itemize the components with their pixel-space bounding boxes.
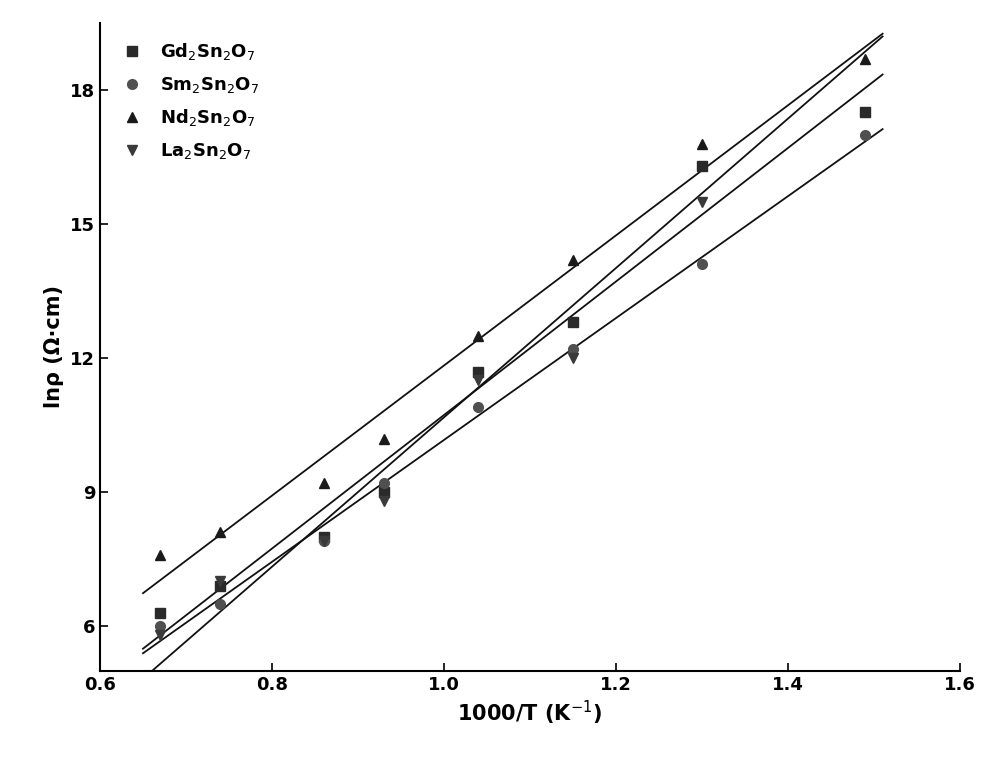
Sm$_2$Sn$_2$O$_7$ <box>378 479 390 488</box>
La$_2$Sn$_2$O$_7$ <box>318 537 330 546</box>
Gd$_2$Sn$_2$O$_7$ <box>696 161 708 170</box>
Nd$_2$Sn$_2$O$_7$ <box>214 527 226 537</box>
Gd$_2$Sn$_2$O$_7$ <box>859 108 871 117</box>
La$_2$Sn$_2$O$_7$ <box>154 631 166 640</box>
Nd$_2$Sn$_2$O$_7$ <box>859 54 871 63</box>
Sm$_2$Sn$_2$O$_7$ <box>859 130 871 140</box>
Y-axis label: lnρ (Ω·cm): lnρ (Ω·cm) <box>44 285 64 409</box>
Nd$_2$Sn$_2$O$_7$ <box>318 479 330 488</box>
La$_2$Sn$_2$O$_7$ <box>696 197 708 207</box>
Nd$_2$Sn$_2$O$_7$ <box>696 139 708 148</box>
Gd$_2$Sn$_2$O$_7$ <box>378 487 390 497</box>
Sm$_2$Sn$_2$O$_7$ <box>154 621 166 631</box>
La$_2$Sn$_2$O$_7$ <box>378 497 390 506</box>
Sm$_2$Sn$_2$O$_7$ <box>472 402 484 412</box>
Gd$_2$Sn$_2$O$_7$ <box>472 367 484 376</box>
Sm$_2$Sn$_2$O$_7$ <box>214 599 226 608</box>
Nd$_2$Sn$_2$O$_7$ <box>567 255 579 264</box>
Line: Sm$_2$Sn$_2$O$_7$: Sm$_2$Sn$_2$O$_7$ <box>155 130 870 631</box>
Gd$_2$Sn$_2$O$_7$ <box>567 318 579 327</box>
Line: Nd$_2$Sn$_2$O$_7$: Nd$_2$Sn$_2$O$_7$ <box>155 54 870 560</box>
X-axis label: 1000/T (K$^{-1}$): 1000/T (K$^{-1}$) <box>457 699 603 727</box>
Nd$_2$Sn$_2$O$_7$ <box>378 434 390 443</box>
La$_2$Sn$_2$O$_7$ <box>567 353 579 362</box>
Line: La$_2$Sn$_2$O$_7$: La$_2$Sn$_2$O$_7$ <box>155 1 870 640</box>
Gd$_2$Sn$_2$O$_7$ <box>318 532 330 541</box>
Sm$_2$Sn$_2$O$_7$ <box>567 345 579 354</box>
Line: Gd$_2$Sn$_2$O$_7$: Gd$_2$Sn$_2$O$_7$ <box>155 108 870 618</box>
Nd$_2$Sn$_2$O$_7$ <box>472 332 484 341</box>
La$_2$Sn$_2$O$_7$ <box>859 1 871 10</box>
Gd$_2$Sn$_2$O$_7$ <box>154 608 166 618</box>
Sm$_2$Sn$_2$O$_7$ <box>696 260 708 269</box>
Nd$_2$Sn$_2$O$_7$ <box>154 550 166 559</box>
La$_2$Sn$_2$O$_7$ <box>472 375 484 385</box>
Gd$_2$Sn$_2$O$_7$ <box>214 581 226 591</box>
La$_2$Sn$_2$O$_7$ <box>214 577 226 586</box>
Sm$_2$Sn$_2$O$_7$ <box>318 537 330 546</box>
Legend: Gd$_2$Sn$_2$O$_7$, Sm$_2$Sn$_2$O$_7$, Nd$_2$Sn$_2$O$_7$, La$_2$Sn$_2$O$_7$: Gd$_2$Sn$_2$O$_7$, Sm$_2$Sn$_2$O$_7$, Nd… <box>109 32 268 170</box>
